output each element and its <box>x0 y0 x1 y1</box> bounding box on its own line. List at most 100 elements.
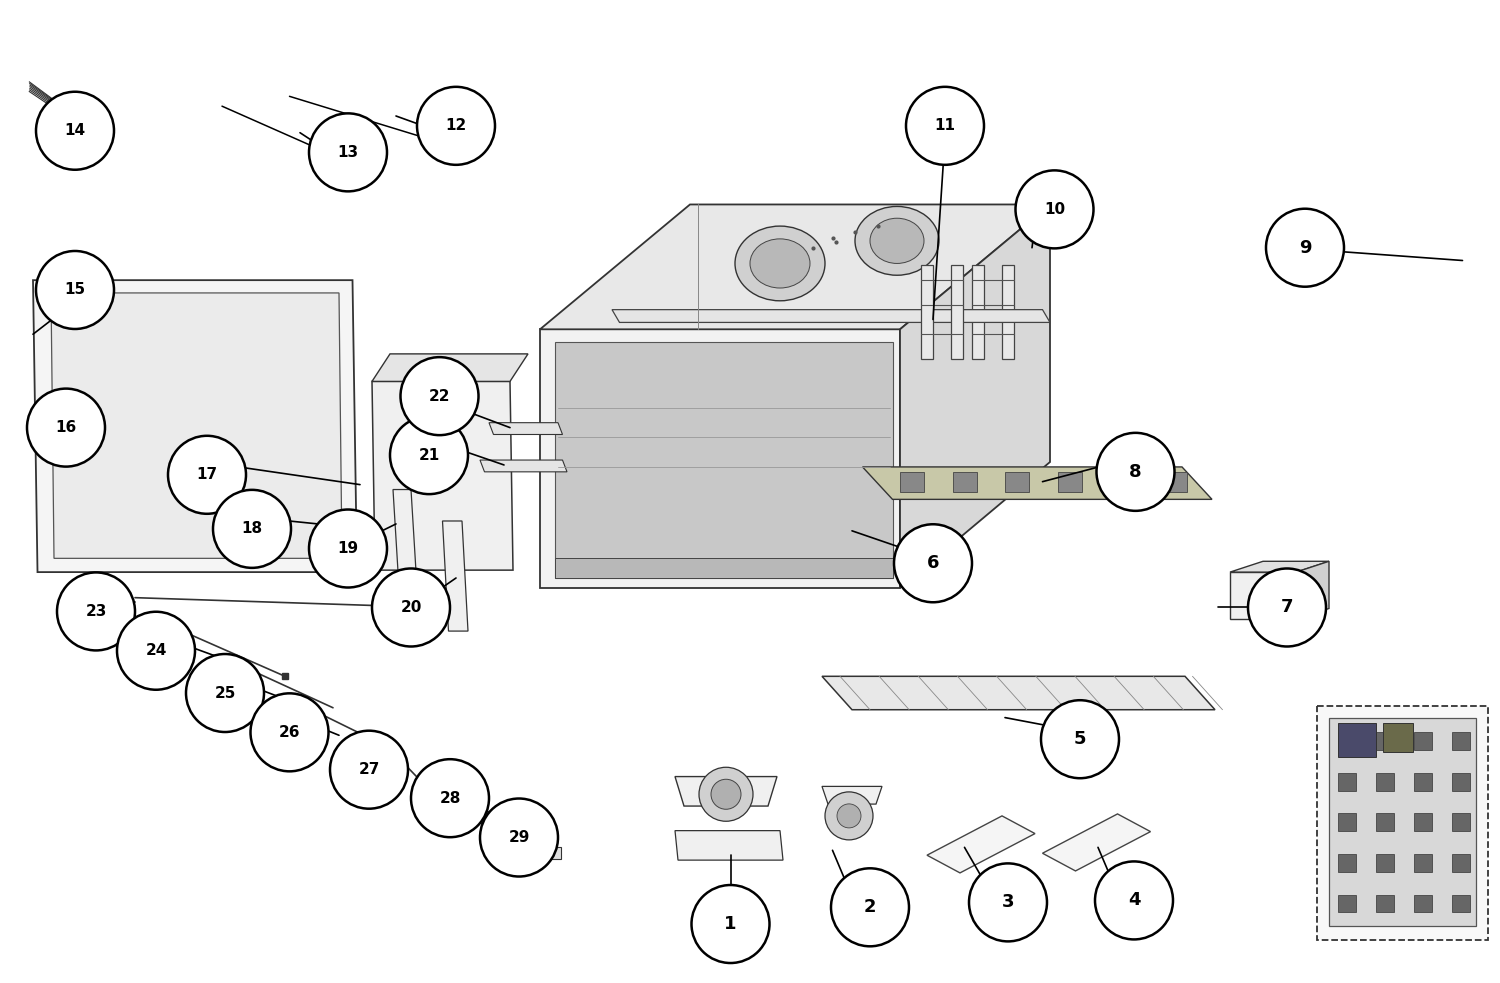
Text: 23: 23 <box>86 604 106 619</box>
Circle shape <box>36 251 114 329</box>
Bar <box>1317 706 1488 940</box>
Bar <box>1452 814 1470 831</box>
Bar <box>951 265 963 359</box>
Polygon shape <box>555 342 892 578</box>
Bar <box>1414 773 1432 790</box>
Bar <box>1329 718 1476 926</box>
Polygon shape <box>442 521 468 631</box>
Bar <box>1414 854 1432 872</box>
Circle shape <box>894 524 972 603</box>
Text: 19: 19 <box>338 541 358 556</box>
Text: 7: 7 <box>1281 599 1293 616</box>
Polygon shape <box>862 467 1212 499</box>
Bar <box>1452 773 1470 790</box>
Polygon shape <box>540 204 1050 329</box>
Bar <box>1338 732 1356 750</box>
Text: 24: 24 <box>146 643 166 659</box>
Circle shape <box>57 572 135 651</box>
Circle shape <box>400 357 478 435</box>
Ellipse shape <box>750 239 810 288</box>
Circle shape <box>168 435 246 514</box>
Bar <box>1452 895 1470 912</box>
Circle shape <box>417 87 495 165</box>
Circle shape <box>330 730 408 809</box>
Polygon shape <box>1230 561 1329 572</box>
Bar <box>1376 773 1394 790</box>
Polygon shape <box>1230 572 1296 619</box>
Text: 22: 22 <box>429 388 450 404</box>
Polygon shape <box>1042 814 1150 871</box>
Polygon shape <box>1296 561 1329 619</box>
Text: 17: 17 <box>196 467 217 483</box>
Ellipse shape <box>735 226 825 301</box>
Circle shape <box>27 388 105 467</box>
Polygon shape <box>927 816 1035 873</box>
Bar <box>1376 854 1394 872</box>
Polygon shape <box>675 777 777 806</box>
Circle shape <box>711 780 741 809</box>
Polygon shape <box>822 786 882 804</box>
Circle shape <box>411 759 489 838</box>
Polygon shape <box>33 280 357 572</box>
Circle shape <box>309 509 387 588</box>
Polygon shape <box>480 460 567 472</box>
Text: 27: 27 <box>358 762 380 778</box>
Text: 15: 15 <box>64 282 86 298</box>
Text: 28: 28 <box>440 790 460 806</box>
Bar <box>1110 472 1134 492</box>
Polygon shape <box>372 354 528 381</box>
Text: 6: 6 <box>927 554 939 572</box>
Text: 10: 10 <box>1044 202 1065 217</box>
Circle shape <box>36 91 114 170</box>
Circle shape <box>969 863 1047 942</box>
Bar <box>972 265 984 359</box>
Text: 14: 14 <box>64 123 86 139</box>
Circle shape <box>1248 568 1326 647</box>
Text: 5: 5 <box>1074 730 1086 748</box>
Bar <box>1414 814 1432 831</box>
Bar <box>1452 732 1470 750</box>
Bar <box>1162 472 1186 492</box>
Bar <box>1338 854 1356 872</box>
Bar <box>1376 814 1394 831</box>
Circle shape <box>699 768 753 821</box>
Text: 18: 18 <box>242 521 262 537</box>
Circle shape <box>906 87 984 165</box>
Text: 3: 3 <box>1002 894 1014 911</box>
Bar <box>1376 732 1394 750</box>
Text: 11: 11 <box>934 118 956 134</box>
Text: 8: 8 <box>1130 463 1142 481</box>
Bar <box>900 472 924 492</box>
Bar <box>462 811 495 823</box>
Circle shape <box>480 798 558 877</box>
Bar <box>1376 895 1394 912</box>
Polygon shape <box>489 423 562 434</box>
Text: 2: 2 <box>864 898 876 916</box>
Polygon shape <box>372 381 513 570</box>
Text: 20: 20 <box>400 600 422 615</box>
Polygon shape <box>612 310 1050 322</box>
Circle shape <box>251 693 328 772</box>
Circle shape <box>1016 170 1094 249</box>
Text: 13: 13 <box>338 145 358 160</box>
Circle shape <box>1266 208 1344 287</box>
Bar <box>1338 723 1376 757</box>
Bar <box>1414 732 1432 750</box>
Text: 26: 26 <box>279 724 300 740</box>
Text: 12: 12 <box>446 118 466 134</box>
Bar <box>921 265 933 359</box>
Circle shape <box>390 416 468 494</box>
Circle shape <box>372 568 450 647</box>
Bar <box>1383 723 1413 752</box>
Bar <box>1338 895 1356 912</box>
Circle shape <box>1096 433 1174 511</box>
Bar <box>1058 472 1082 492</box>
Polygon shape <box>822 676 1215 710</box>
Polygon shape <box>675 831 783 860</box>
Polygon shape <box>540 329 900 588</box>
Circle shape <box>213 490 291 568</box>
Bar <box>1002 265 1014 359</box>
Text: 4: 4 <box>1128 892 1140 909</box>
Circle shape <box>1095 861 1173 940</box>
Circle shape <box>692 885 770 963</box>
